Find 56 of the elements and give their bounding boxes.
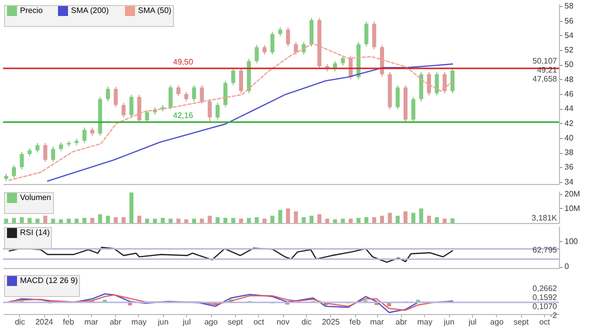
x-tick-label: ago: [204, 318, 218, 326]
y-tick-label: 36: [564, 162, 574, 172]
text: 0,2662: [532, 284, 558, 293]
y-tick-label: 40: [564, 133, 574, 142]
x-tick-label: 2024: [35, 318, 54, 326]
annotation: 0,1592: [532, 292, 558, 302]
x-tick-label: dic: [14, 318, 26, 326]
x-tick-label: nov: [276, 318, 290, 326]
x-tick-label: oct: [253, 318, 265, 326]
y-tick-label: 0: [564, 262, 570, 272]
x-tick-label: mar: [370, 318, 384, 326]
y-tick-label: 46: [564, 90, 574, 98]
legend-label: MACD (12 26 9): [20, 276, 78, 285]
legend-label: SMA (200): [71, 6, 110, 15]
x-tick-label: ago: [490, 318, 504, 326]
annotation: 3,181K: [532, 213, 558, 222]
x-tick-label: abr: [396, 318, 408, 326]
y-tick-label: 54: [564, 30, 574, 40]
legend-label: RSI (14): [20, 228, 50, 237]
x-tick-label: may: [417, 318, 432, 326]
x-tick-label: jun: [442, 318, 454, 326]
ref-line-label: 49,50: [173, 57, 194, 66]
x-tick-label: jun: [156, 318, 169, 326]
x-tick-label: jul: [468, 318, 477, 326]
y-tick-label: 48: [564, 74, 574, 84]
annotation: 50,107: [532, 56, 558, 66]
annotation: 47,658: [532, 74, 558, 84]
y-tick-label: 38: [564, 148, 574, 158]
y-tick-label: 42: [564, 118, 574, 128]
annotation: 62,795: [532, 246, 558, 255]
x-tick-label: feb: [350, 318, 362, 326]
y-tick-label: 52: [564, 46, 574, 55]
x-tick-label: abr: [110, 318, 122, 326]
y-tick-label: 10M: [564, 204, 580, 213]
y-tick-label: 100: [564, 236, 578, 246]
annotation: -2: [550, 310, 558, 320]
x-tick-label: sept: [228, 318, 244, 326]
y-tick-label: 20M: [564, 189, 580, 198]
x-tick-label: jul: [182, 318, 191, 326]
x-tick-label: may: [131, 318, 147, 326]
x-tick-label: dic: [301, 318, 312, 326]
x-tick-label: sept: [514, 318, 530, 326]
annotation: 0,1070: [532, 302, 558, 311]
y-tick-label: 50: [564, 60, 574, 70]
x-tick-label: feb: [62, 318, 75, 326]
x-tick-label: mar: [84, 318, 98, 326]
legend-label: Volumen: [20, 193, 52, 202]
y-tick-label: 58: [564, 2, 574, 11]
y-tick-label: 56: [564, 16, 574, 26]
x-tick-label: oct: [539, 318, 551, 326]
legend-label: Precio: [20, 6, 44, 15]
y-tick-label: 44: [564, 104, 574, 114]
y-tick-label: 34: [564, 177, 574, 186]
ref-line-label: 42,16: [173, 111, 194, 120]
legend-label: SMA (50): [138, 6, 172, 15]
x-tick-label: 2025: [322, 318, 340, 326]
